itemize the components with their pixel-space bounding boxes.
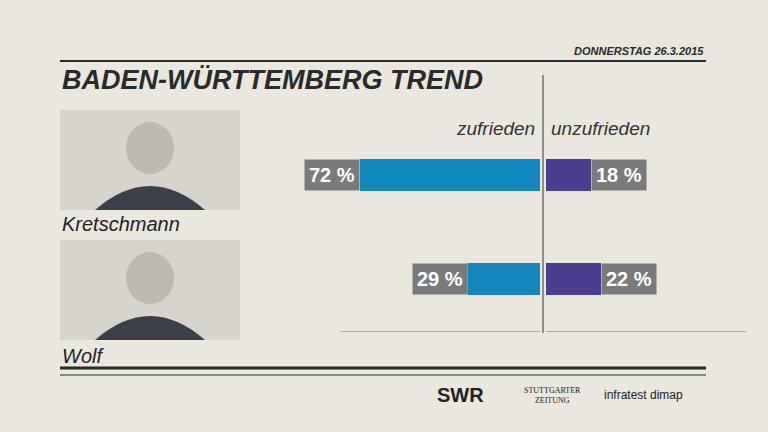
svg-text:DONNERSTAG 26.3.2015: DONNERSTAG 26.3.2015 — [574, 45, 704, 57]
svg-text:Wolf: Wolf — [62, 345, 104, 367]
svg-text:22 %: 22 % — [606, 268, 652, 290]
svg-text:SWR: SWR — [437, 384, 484, 406]
svg-text:infratest dimap: infratest dimap — [604, 388, 683, 402]
svg-text:29 %: 29 % — [417, 268, 463, 290]
svg-text:STUTTGARTERZEITUNG: STUTTGARTERZEITUNG — [524, 386, 581, 405]
svg-text:72 %: 72 % — [309, 164, 355, 186]
svg-text:unzufrieden: unzufrieden — [551, 118, 650, 139]
svg-text:Kretschmann: Kretschmann — [62, 213, 180, 235]
svg-text:BADEN-WÜRTTEMBERG TREND: BADEN-WÜRTTEMBERG TREND — [62, 65, 483, 95]
svg-text:18 %: 18 % — [596, 164, 642, 186]
svg-text:zufrieden: zufrieden — [456, 118, 535, 139]
